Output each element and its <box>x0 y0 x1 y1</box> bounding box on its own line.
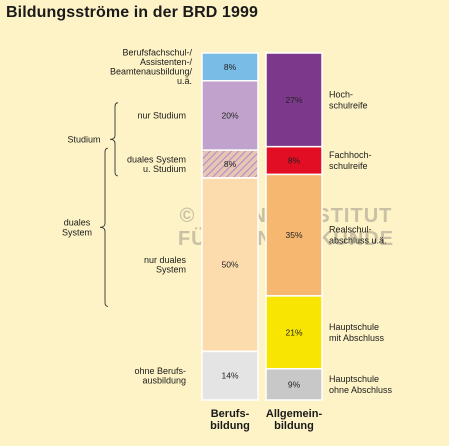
data-label: 14% <box>221 371 238 381</box>
segment-label: Hauptschule mit Abschluss <box>329 322 385 343</box>
page-title: Bildungsströme in der BRD 1999 <box>6 4 258 21</box>
data-label: 21% <box>285 327 302 337</box>
bar-segment <box>265 173 323 297</box>
bar-segment <box>201 52 259 82</box>
data-label: 8% <box>224 159 237 169</box>
bar-segment <box>265 145 323 176</box>
segment-label: duales System u. Studium <box>127 154 186 174</box>
data-label: 8% <box>288 156 301 166</box>
bar-segment <box>265 368 323 401</box>
data-label: 50% <box>221 260 238 270</box>
segment-label: Hoch-schulreife <box>329 89 368 110</box>
segment-label: Realschul-abschluss u.ä. <box>329 225 387 246</box>
category-label: Berufs-bildung <box>210 408 250 432</box>
segment-label: nur Studium <box>137 110 186 120</box>
segment-label: nur duales System <box>144 255 187 275</box>
bracket-duales-system-label: duales System <box>62 217 92 237</box>
segment-label: ohne Berufs-ausbildung <box>134 366 186 386</box>
bar-segment <box>201 177 259 353</box>
category-label: Allgemein-bildung <box>266 408 323 432</box>
bracket-studium-label: Studium <box>67 134 100 144</box>
bracket-studium <box>109 102 119 177</box>
data-label: 20% <box>221 110 238 120</box>
data-label: 8% <box>224 62 237 72</box>
segment-label: Fachhoch-schulreife <box>329 150 372 171</box>
bracket-duales-system <box>99 147 109 307</box>
data-label: 9% <box>288 379 301 389</box>
bar-segment <box>201 149 259 179</box>
bar-segment <box>265 52 323 148</box>
bar-segment <box>201 350 259 401</box>
data-label: 35% <box>285 230 302 240</box>
data-label: 27% <box>285 95 302 105</box>
segment-label: Berufsfachschul-/Assistenten-/Beamtenaus… <box>110 48 193 86</box>
segment-label: Hauptschule ohne Abschluss <box>329 374 393 395</box>
